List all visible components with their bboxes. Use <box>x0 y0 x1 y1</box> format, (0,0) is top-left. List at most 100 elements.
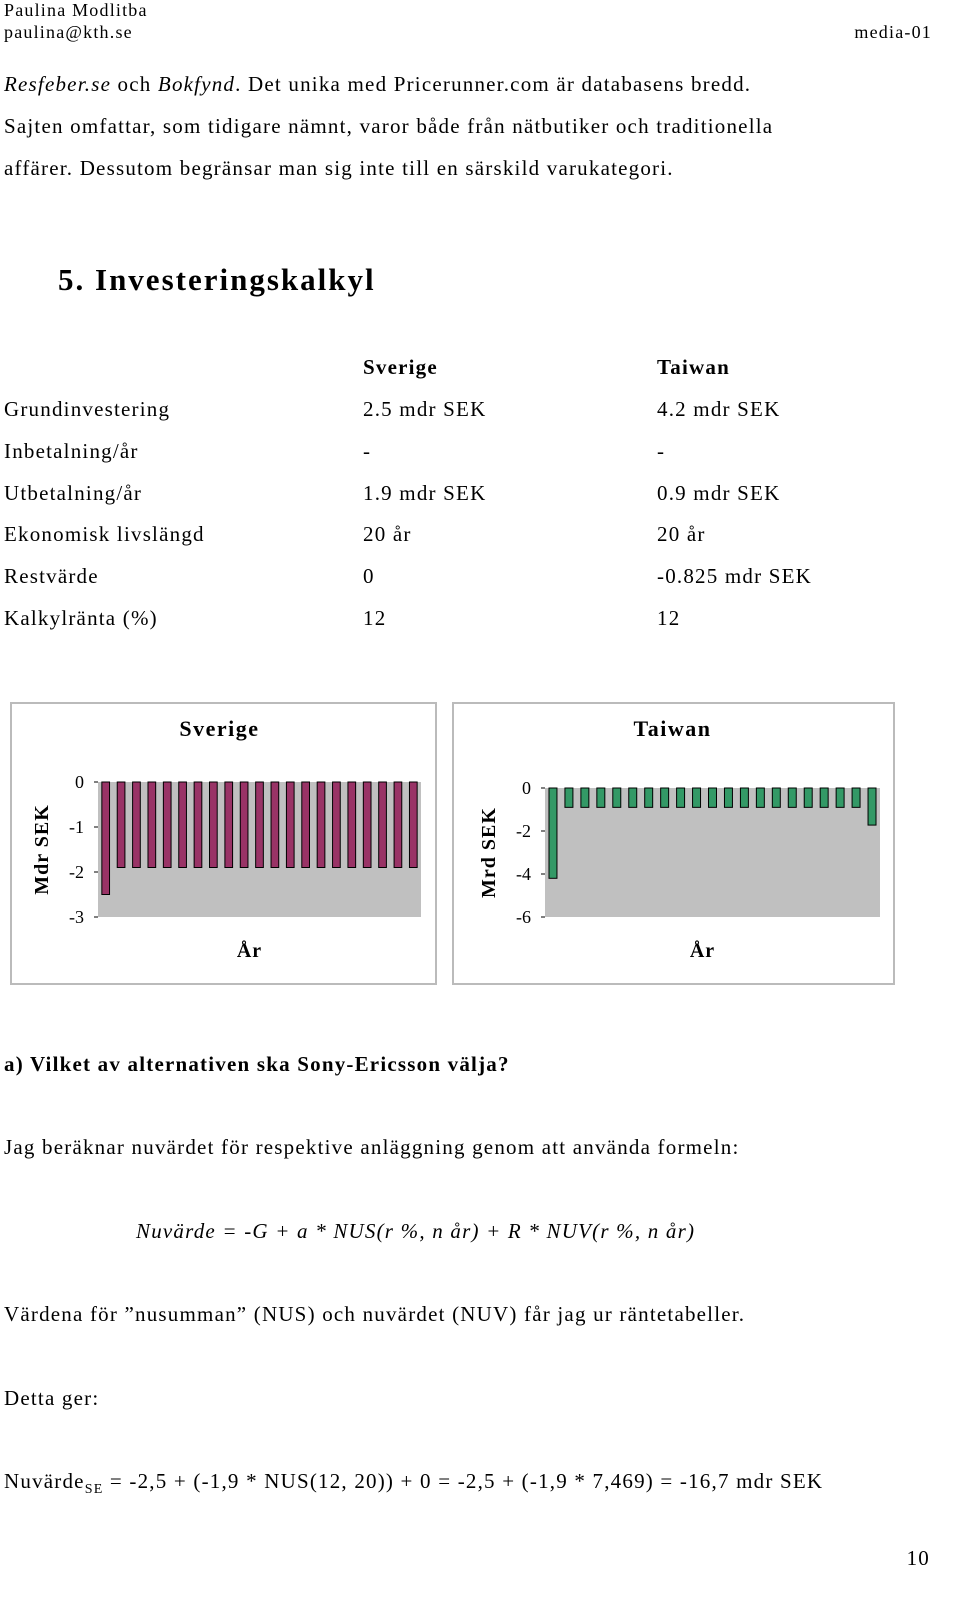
plot-area <box>545 788 880 917</box>
chart-title: Taiwan <box>634 716 712 741</box>
text: Nuvärde <box>4 1469 85 1493</box>
bar <box>116 781 126 868</box>
question: a) Vilket av alternativen ska Sony-Erics… <box>4 1052 510 1076</box>
bar <box>193 781 203 868</box>
italic: Bokfynd <box>157 72 236 96</box>
chart: Taiwan 0 -2 -4 -6 Mrd SEK År <box>452 702 895 985</box>
subscript: SE <box>84 1482 104 1498</box>
bar <box>723 787 733 808</box>
table-cell: 1.9 mdr SEK <box>363 480 487 505</box>
bar <box>362 781 372 868</box>
bar <box>101 781 111 895</box>
formula: Nuvärde = -G + a * NUS(r %, n år) + R * … <box>136 1219 696 1243</box>
table-header: Taiwan <box>657 355 730 379</box>
bar <box>378 781 387 868</box>
x-axis-label: År <box>690 939 715 962</box>
y-tick-label: -2 <box>516 821 531 841</box>
email: paulina@kth.se <box>4 22 133 42</box>
table-cell: 4.2 mdr SEK <box>657 397 781 421</box>
bar <box>819 787 829 808</box>
text: och <box>111 72 158 96</box>
bar <box>771 787 781 808</box>
y-axis-label: Mrd SEK <box>478 807 500 898</box>
bar <box>628 787 638 808</box>
text: . Det unika med Pricerunner.com är datab… <box>235 72 752 96</box>
bar <box>285 781 295 868</box>
bar <box>787 787 797 808</box>
row-label: Inbetalning/år <box>4 438 139 463</box>
chart-title: Sverige <box>179 716 259 741</box>
table-cell: 0.9 mdr SEK <box>657 480 781 505</box>
table-header: Sverige <box>363 355 438 379</box>
y-axis-label: Mdr SEK <box>31 804 53 895</box>
row-label: Utbetalning/år <box>4 480 143 505</box>
table-cell: 2.5 mdr SEK <box>363 397 487 421</box>
result: NuvärdeSE = -2,5 + (-1,9 * NUS(12, 20)) … <box>4 1469 823 1498</box>
page-number: 10 <box>906 1546 930 1570</box>
row-label: Ekonomisk livslängd <box>4 522 205 547</box>
bar <box>178 781 187 868</box>
bar <box>316 781 326 868</box>
bar <box>270 781 280 868</box>
table-cell: 12 <box>363 606 387 630</box>
table-cell: - <box>657 438 666 463</box>
table-cell: 0 <box>363 564 375 589</box>
y-tick-label: 0 <box>522 778 531 798</box>
bar <box>332 781 341 868</box>
table-cell: 20 år <box>657 522 706 547</box>
intro-line: Resfeber.se och Bokfynd. Det unika med P… <box>4 72 751 97</box>
bar <box>692 787 702 808</box>
bar <box>660 787 670 808</box>
bar <box>301 781 310 868</box>
bar <box>739 787 749 808</box>
row-label: Grundinvestering <box>4 397 171 421</box>
text: = -2,5 + (-1,9 * NUS(12, 20)) + 0 = -2,5… <box>103 1469 824 1493</box>
bar <box>755 787 765 808</box>
bar <box>408 781 418 868</box>
author: Paulina Modlitba <box>4 0 148 20</box>
bar <box>162 781 172 868</box>
chart: Sverige 0 -1 -2 -3 Mdr SEK År <box>10 702 437 985</box>
bar <box>255 781 264 868</box>
table-cell: -0.825 mdr SEK <box>657 564 813 589</box>
table-cell: 12 <box>657 606 681 630</box>
bar <box>209 781 218 868</box>
x-axis-label: År <box>237 939 262 962</box>
paragraph: Värdena för ”nusumman” (NUS) och nuvärde… <box>4 1302 746 1326</box>
bar <box>851 787 861 808</box>
paragraph: Jag beräknar nuvärdet för respektive anl… <box>4 1135 740 1159</box>
y-tick-label: -2 <box>69 862 84 882</box>
intro-line: Sajten omfattar, som tidigare nämnt, var… <box>4 114 774 138</box>
bar <box>548 787 558 879</box>
bar <box>835 787 845 808</box>
intro-line: affärer. Dessutom begränsar man sig inte… <box>4 156 674 180</box>
italic: Resfeber.se <box>4 72 112 96</box>
y-tick-label: -1 <box>69 817 84 837</box>
table-cell: - <box>363 438 372 463</box>
row-label: Kalkylränta (%) <box>4 606 158 630</box>
row-label: Restvärde <box>4 564 99 589</box>
y-tick-label: -3 <box>69 907 84 927</box>
bar <box>596 787 606 808</box>
bar <box>676 787 686 808</box>
bar <box>132 781 141 868</box>
section-title: 5. Investeringskalkyl <box>58 262 376 297</box>
bar <box>147 781 157 868</box>
paragraph: Detta ger: <box>4 1386 100 1410</box>
bar <box>612 787 622 808</box>
bar <box>803 787 813 808</box>
bar <box>224 781 234 868</box>
bar <box>644 787 654 808</box>
bar <box>564 787 574 808</box>
y-tick-label: -4 <box>516 864 531 884</box>
bar <box>347 781 357 868</box>
bar <box>708 787 717 808</box>
bar <box>867 787 877 826</box>
bar <box>393 781 403 868</box>
y-tick-label: 0 <box>75 772 84 792</box>
course: media-01 <box>854 22 932 42</box>
table-cell: 20 år <box>363 522 412 547</box>
bar <box>580 787 590 808</box>
y-tick-label: -6 <box>516 907 531 927</box>
